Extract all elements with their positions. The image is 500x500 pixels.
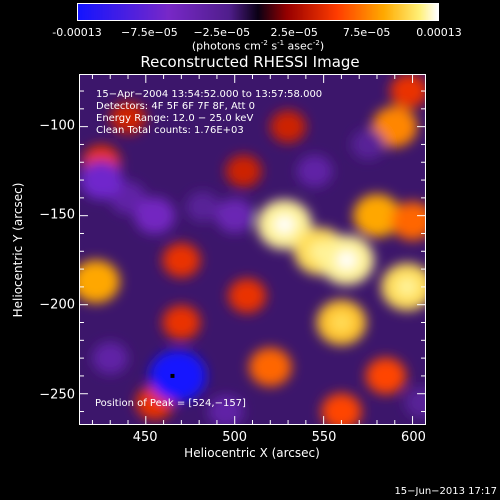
- annotation-line: Energy Range: 12.0 − 25.0 keV: [96, 113, 254, 124]
- heatmap-blob: [225, 154, 262, 188]
- y-tick-label: −200: [39, 297, 75, 313]
- x-tick-label: 550: [311, 430, 337, 445]
- colorbar-tick-label: 7.5e−05: [342, 26, 391, 39]
- heatmap-blob: [134, 197, 175, 235]
- heatmap-blob: [391, 201, 425, 241]
- heatmap-core: [310, 242, 331, 261]
- y-axis-label: Heliocentric Y (arcsec): [11, 182, 25, 318]
- x-tick-label: 450: [132, 430, 158, 445]
- chart-title: Reconstructed RHESSI Image: [140, 53, 360, 71]
- heatmap-blob: [92, 341, 129, 375]
- heatmap-image: [80, 75, 425, 424]
- x-axis-label: Heliocentric X (arcsec): [184, 446, 320, 460]
- heatmap-blob: [270, 110, 306, 143]
- heatmap-blob: [110, 101, 146, 134]
- heatmap-core: [274, 215, 295, 234]
- heatmap-core: [331, 313, 352, 332]
- colorbar-unit-label: (photons cm-2 s-1 asec-2): [191, 39, 325, 53]
- colorbar-tick-label: 0.00013: [416, 26, 462, 39]
- heatmap-blob: [389, 75, 425, 109]
- peak-position-label: Position of Peak = [524,−157]: [95, 398, 246, 409]
- annotation-line: Clean Total counts: 1.76E+03: [96, 125, 244, 136]
- heatmap-blob: [162, 305, 201, 340]
- heatmap-plot-area: [79, 74, 426, 425]
- annotation-line: Detectors: 4F 5F 6F 7F 8F, Att 0: [96, 101, 256, 112]
- footer-date: 15−Jun−2013 17:17: [394, 486, 497, 497]
- heatmap-blob: [353, 194, 401, 238]
- colorbar-tick-label: −7.5e−05: [121, 26, 178, 39]
- y-tick-label: −100: [39, 118, 75, 134]
- colorbar: [77, 3, 439, 21]
- heatmap-blob: [149, 350, 207, 402]
- heatmap-blob: [296, 154, 333, 188]
- heatmap-blob: [228, 278, 267, 314]
- x-tick-label: 500: [222, 430, 248, 445]
- heatmap-blob: [372, 106, 418, 148]
- y-tick-label: −250: [39, 387, 75, 403]
- heatmap-blob: [186, 191, 220, 222]
- colorbar-tick-label: −2.5e−05: [193, 26, 251, 39]
- heatmap-blob: [404, 387, 425, 418]
- heatmap-core: [336, 251, 357, 270]
- colorbar-gradient: [78, 4, 438, 20]
- heatmap-blob: [351, 129, 385, 160]
- heatmap-blob: [80, 160, 123, 200]
- heatmap-blob: [365, 357, 407, 395]
- x-tick-label: 600: [401, 430, 426, 445]
- heatmap-blob: [248, 347, 292, 387]
- y-tick-label: −150: [39, 207, 75, 223]
- colorbar-tick-label: -0.00013: [52, 26, 102, 39]
- peak-marker: [170, 373, 175, 378]
- heatmap-core: [397, 277, 418, 296]
- heatmap-blob: [215, 198, 254, 233]
- heatmap-blob: [321, 393, 362, 424]
- colorbar-tick-label: 2.5e−05: [270, 26, 318, 39]
- annotation-line: 15−Apr−2004 13:54:52.000 to 13:57:58.000: [96, 89, 323, 100]
- heatmap-blob: [80, 259, 120, 304]
- heatmap-blob: [162, 242, 201, 278]
